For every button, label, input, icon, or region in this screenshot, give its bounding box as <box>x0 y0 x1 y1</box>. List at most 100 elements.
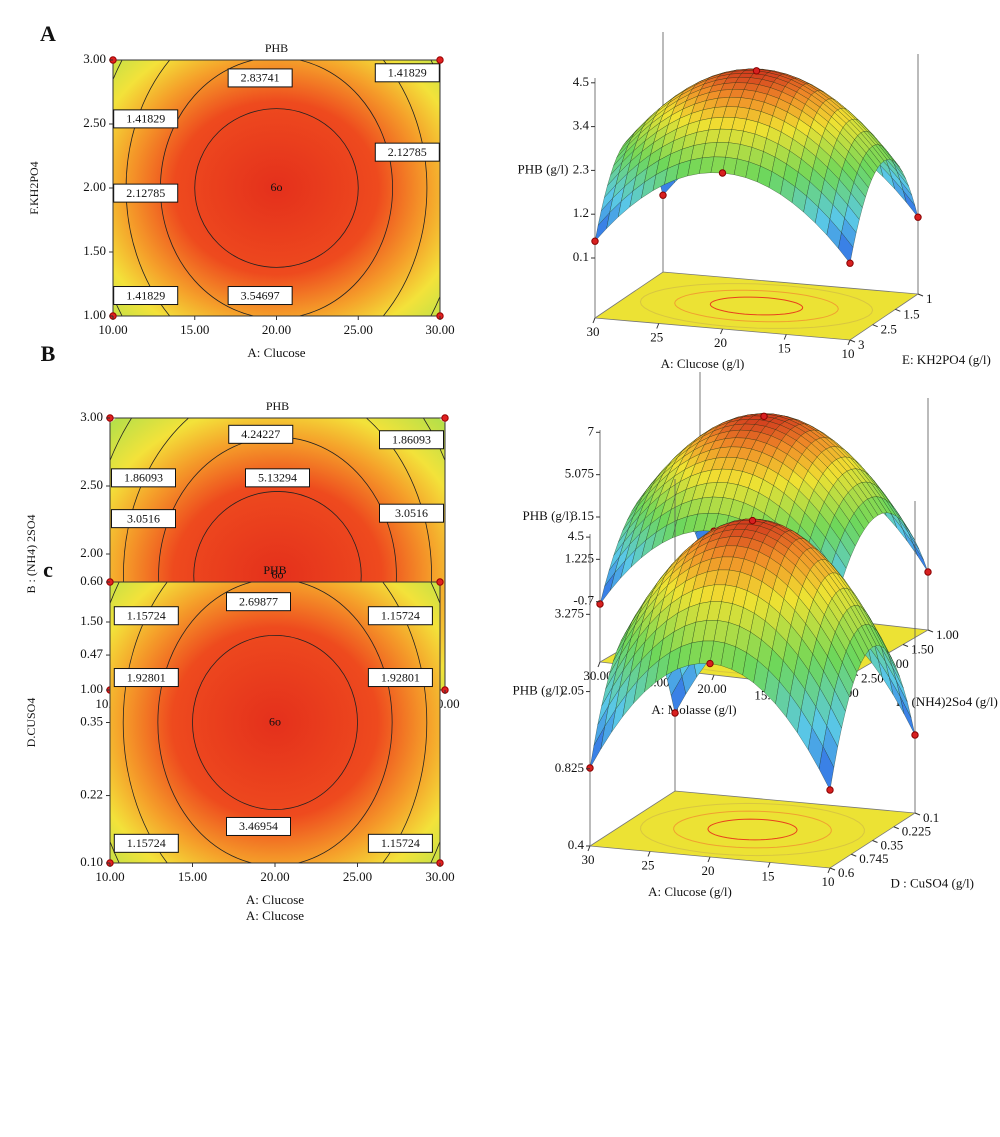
y-tick-label: 2.00 <box>83 179 106 194</box>
plot-title: PHB <box>263 563 286 577</box>
y-axis-label: D : CuSO4 (g/l) <box>891 875 974 890</box>
x-tick-label: 20 <box>714 335 727 350</box>
contour-label: 1.15724 <box>381 608 420 622</box>
x-axis-label: A: Clucose <box>246 892 304 907</box>
y-axis-label: D.CUSO4 <box>24 698 38 748</box>
contour-label: 1.15724 <box>127 608 166 622</box>
contour-label: 1.92801 <box>381 670 420 684</box>
x-tick-label: 30.00 <box>425 322 454 337</box>
x-tick-label: 20.00 <box>260 869 289 884</box>
contour-label: 2.12785 <box>388 145 427 159</box>
design-point <box>660 192 666 198</box>
x-tick-label: 25 <box>642 857 655 872</box>
plot-title: PHB <box>266 399 289 413</box>
z-tick-label: 1.2 <box>573 205 589 220</box>
z-tick-label: 4.5 <box>568 528 584 543</box>
y-tick-label: 0.35 <box>881 837 904 852</box>
y-tick-label: 1.50 <box>911 641 934 656</box>
z-tick-label: 2.05 <box>561 683 584 698</box>
x-tick <box>784 335 786 340</box>
center-label: 6o <box>269 714 281 728</box>
design-point <box>915 214 921 220</box>
y-tick-label: 1.5 <box>903 306 919 321</box>
y-tick-label: 0.47 <box>80 646 103 661</box>
x-axis-label: A: Clucose (g/l) <box>648 884 732 899</box>
y-axis-label: F.KH2PO4 <box>27 161 41 214</box>
x-tick-label: 10.00 <box>95 869 124 884</box>
y-tick-label: 2.5 <box>881 322 897 337</box>
contour-plot: 2.837411.418291.418291.418292.127852.127… <box>27 0 512 421</box>
x-tick <box>588 846 590 851</box>
x-tick-label: 15 <box>762 868 775 883</box>
y-tick-label: 0.6 <box>838 865 855 880</box>
y-axis-label: B : (NH4) 2SO4 <box>24 514 38 593</box>
y-tick-label: 3 <box>858 337 865 352</box>
x-axis-label: A: Clucose <box>247 345 305 360</box>
contour-label: 2.83741 <box>241 71 280 85</box>
y-tick-label: 2.50 <box>83 115 106 130</box>
y-tick <box>928 630 933 632</box>
z-tick-label: 3.275 <box>555 605 584 620</box>
z-tick-label: 7 <box>588 423 595 438</box>
y-tick <box>918 294 923 296</box>
y-tick <box>915 813 920 815</box>
surface <box>595 69 918 263</box>
panel-letter: A <box>40 21 56 46</box>
plot-title: PHB <box>265 41 288 55</box>
x-tick <box>828 868 830 873</box>
x-axis-label: A: Molasse (g/l) <box>651 702 736 717</box>
y-axis-label: E: KH2PO4 (g/l) <box>902 352 991 367</box>
x-tick <box>657 324 659 329</box>
x-tick-label: 25 <box>650 329 663 344</box>
y-tick-label: 3.00 <box>80 409 103 424</box>
design-point <box>672 710 678 716</box>
z-tick-label: 5.075 <box>565 466 594 481</box>
contour-label: 3.54697 <box>241 288 280 302</box>
x-tick-label: 15.00 <box>178 869 207 884</box>
design-point <box>847 260 853 266</box>
design-point <box>925 569 931 575</box>
x-tick-label: 20 <box>702 863 715 878</box>
z-axis-label: PHB (g/l) <box>518 161 569 176</box>
x-tick <box>598 662 600 667</box>
y-tick <box>903 645 908 647</box>
design-point <box>587 765 593 771</box>
y-tick <box>851 854 856 856</box>
z-tick-label: 3.4 <box>573 118 590 133</box>
contour-label: 1.15724 <box>127 836 166 850</box>
design-point <box>592 238 598 244</box>
design-point <box>437 57 443 63</box>
y-tick-label: 3.00 <box>83 51 106 66</box>
contour-label: 3.0516 <box>395 506 428 520</box>
design-point <box>719 170 725 176</box>
design-point <box>761 413 767 419</box>
design-point <box>912 732 918 738</box>
contour-label: 1.86093 <box>124 471 163 485</box>
z-axis-label: PHB (g/l) <box>513 683 564 698</box>
design-point <box>749 517 755 523</box>
x-tick-label: 15 <box>778 340 791 355</box>
y-tick <box>850 340 855 342</box>
design-point <box>437 579 443 585</box>
design-point <box>707 660 713 666</box>
y-tick-label: 2.50 <box>80 477 103 492</box>
y-tick-label: 0.22 <box>80 787 103 802</box>
contour-label: 1.41829 <box>126 288 165 302</box>
z-tick-label: 0.825 <box>555 760 584 775</box>
x-tick <box>593 318 595 323</box>
x-tick <box>848 340 850 345</box>
x-tick-label: 20.00 <box>262 322 291 337</box>
contour-label: 2.69877 <box>239 594 278 608</box>
y-tick-label: 1.00 <box>80 681 103 696</box>
y-tick-label: 1 <box>926 291 933 306</box>
y-tick-label: 1.50 <box>83 243 106 258</box>
z-tick-label: 4.5 <box>573 74 589 89</box>
x-tick <box>708 857 710 862</box>
x-tick <box>721 329 723 334</box>
contour-label: 3.0516 <box>127 511 160 525</box>
z-axis-label: PHB (g/l) <box>523 508 574 523</box>
z-tick-label: 0.4 <box>568 837 585 852</box>
x-tick-label: 30 <box>582 852 595 867</box>
